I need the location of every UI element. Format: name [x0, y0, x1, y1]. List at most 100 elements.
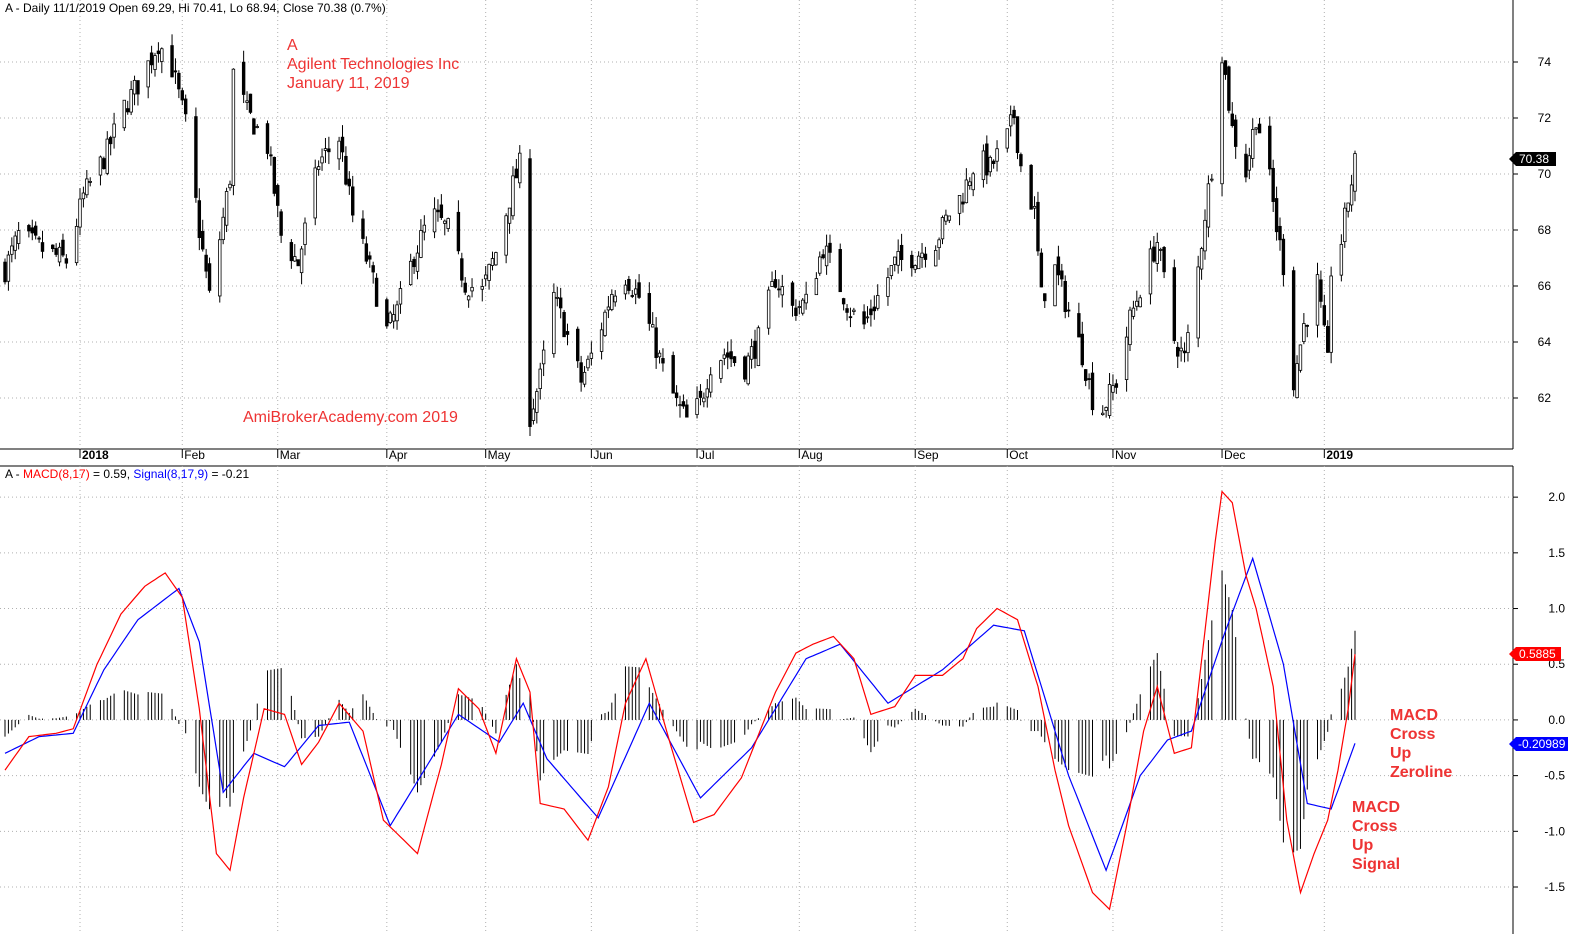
- candle: [1182, 342, 1187, 363]
- candle-body: [991, 160, 996, 164]
- signal-value-tag: -0.20989: [1509, 737, 1568, 751]
- price-y-tick-label: 70: [1538, 167, 1552, 181]
- candle-body: [944, 214, 948, 222]
- ticker-annotation: A: [287, 37, 298, 54]
- candle-body: [289, 242, 294, 262]
- candle-body: [1176, 346, 1180, 357]
- candle-body: [869, 308, 873, 316]
- candle: [804, 281, 808, 310]
- candle-body: [852, 309, 856, 312]
- x-axis-labels: 2018 Feb Mar Apr May Jun Jul Aug Sep Oct Nov Dec 201…: [79, 448, 1353, 462]
- candle: [466, 294, 471, 308]
- candle-body: [1087, 378, 1091, 380]
- candle: [886, 267, 890, 306]
- candle-body: [913, 265, 917, 270]
- candle: [719, 359, 723, 384]
- candle-body: [344, 155, 348, 185]
- candle: [204, 248, 208, 279]
- macd-y-tick-label: -1.0: [1544, 824, 1565, 838]
- candle: [170, 34, 174, 78]
- candle-body: [562, 312, 566, 338]
- candle: [1223, 60, 1228, 80]
- candle-body: [316, 166, 321, 170]
- candle-body: [3, 261, 7, 283]
- candle-body: [1199, 248, 1204, 270]
- candle: [794, 299, 798, 321]
- candle: [555, 286, 559, 307]
- candle: [361, 210, 365, 244]
- candle: [869, 299, 873, 327]
- candle-body: [320, 156, 324, 164]
- candle: [347, 171, 352, 195]
- candle-body: [790, 282, 795, 306]
- candle: [1056, 245, 1061, 286]
- macd-line: [4, 490, 1356, 911]
- candle: [487, 263, 491, 290]
- candle: [957, 195, 962, 226]
- candle: [456, 200, 461, 255]
- candle: [661, 348, 665, 372]
- candle: [88, 177, 92, 187]
- candle: [1343, 202, 1347, 248]
- candle: [838, 243, 842, 293]
- candle-body: [105, 138, 109, 174]
- candle-body: [1008, 114, 1013, 127]
- candle: [160, 47, 164, 74]
- candle-body: [1291, 270, 1296, 391]
- candle-body: [862, 311, 866, 325]
- month-label: Nov: [1115, 448, 1136, 462]
- candle-body: [937, 239, 941, 249]
- candle-body: [633, 288, 638, 295]
- candle-body: [361, 218, 365, 239]
- signal-annotation-line-4: Signal: [1352, 856, 1400, 873]
- candle-body: [395, 304, 399, 322]
- candle-body: [518, 152, 522, 184]
- candle-body: [1012, 109, 1016, 119]
- candle-body: [293, 256, 297, 262]
- price-y-tick-label: 62: [1538, 391, 1552, 405]
- candle: [651, 312, 655, 328]
- candle: [511, 166, 515, 220]
- candle: [344, 146, 348, 186]
- candle-body: [1114, 383, 1119, 388]
- candle: [289, 239, 294, 269]
- candle: [681, 394, 686, 409]
- macd-y-tick-label: -1.5: [1544, 880, 1565, 894]
- candle: [269, 146, 273, 166]
- candle-body: [565, 331, 570, 335]
- candle-body: [419, 230, 423, 258]
- candle-body: [466, 295, 471, 301]
- candle-body: [743, 356, 747, 380]
- candle-body: [1043, 293, 1047, 302]
- zeroline-annotation-line-1: MACD: [1390, 707, 1438, 724]
- candle-body: [828, 242, 832, 253]
- candle-body: [1155, 242, 1159, 264]
- candle: [340, 125, 345, 162]
- candle-body: [729, 351, 733, 360]
- candle: [480, 278, 484, 302]
- candle-body: [801, 299, 805, 314]
- candle-body: [156, 50, 161, 55]
- candle-body: [197, 200, 202, 238]
- candle: [698, 384, 703, 406]
- candle-body: [347, 178, 352, 187]
- candle-body: [957, 195, 962, 214]
- candle: [705, 379, 709, 408]
- candle: [296, 259, 300, 267]
- candle-body: [221, 216, 225, 241]
- candle-body: [968, 181, 972, 186]
- month-label: 2019: [1326, 448, 1353, 462]
- candle-body: [1339, 243, 1344, 276]
- date-annotation: January 11, 2019: [287, 75, 410, 92]
- candle: [538, 362, 542, 400]
- candle-body: [671, 355, 675, 394]
- month-label: Sep: [917, 448, 939, 462]
- candle-body: [1104, 407, 1108, 411]
- candle: [1135, 290, 1139, 311]
- grid-lines: [0, 0, 1513, 934]
- candle: [991, 159, 996, 169]
- candle-body: [674, 392, 679, 399]
- candle-body: [824, 245, 829, 267]
- candle-body: [1056, 256, 1061, 276]
- candle-body: [340, 136, 345, 153]
